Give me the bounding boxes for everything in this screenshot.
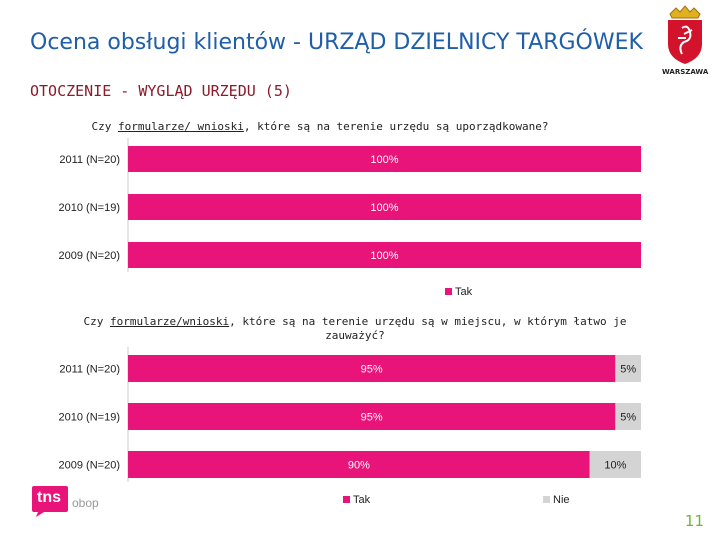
chart-2-bar-nie: [615, 403, 641, 430]
chart-2-data-label: 10%: [604, 460, 626, 472]
chart-1-category-label: 2009 (N=20): [59, 250, 120, 262]
question-1: Czy formularze/ wnioski, które są na ter…: [60, 120, 580, 134]
chart-2-bar-tak: [128, 403, 616, 430]
legend-swatch-tak: [343, 496, 350, 503]
chart-2-bar-nie: [615, 355, 641, 382]
chart-1-bar-tak: [128, 194, 641, 220]
chart-1-category-label: 2011 (N=20): [59, 154, 120, 166]
legend-label-tak: Tak: [353, 494, 371, 506]
question-1-suffix: , które są na terenie urzędu są uporządk…: [243, 120, 549, 133]
question-1-prefix: Czy: [91, 120, 118, 133]
chart-2-data-label: 95%: [361, 364, 383, 376]
chart-1-bar-tak: [128, 146, 641, 172]
page-number: 11: [684, 512, 704, 530]
question-2-prefix: Czy: [83, 315, 110, 328]
legend-swatch-tak: [445, 288, 452, 295]
chart-1-data-label: 100%: [370, 154, 398, 166]
logo-caption: WARSZAWA: [662, 68, 709, 76]
question-2: Czy formularze/wnioski, które są na tere…: [60, 315, 650, 343]
chart-2-data-label: 90%: [348, 460, 370, 472]
legend-swatch-nie: [543, 496, 550, 503]
page-title: Ocena obsługi klientów - URZĄD DZIELNICY…: [30, 30, 643, 55]
chart-1-data-label: 100%: [370, 202, 398, 214]
chart-2-category-label: 2009 (N=20): [59, 460, 120, 472]
chart-2-category-label: 2010 (N=19): [59, 412, 120, 424]
coat-of-arms-icon: [668, 5, 702, 64]
chart-2-data-label: 95%: [361, 412, 383, 424]
tns-obop-logo: tns obop: [30, 484, 150, 518]
question-2-underlined: formularze/wnioski: [109, 315, 230, 328]
chart-2-category-label: 2011 (N=20): [59, 364, 120, 376]
question-2-suffix: , które są na terenie urzędu są w miejsc…: [229, 315, 627, 342]
chart-2-bar-tak: [128, 355, 616, 382]
legend-label-tak: Tak: [455, 286, 473, 298]
chart-2-data-label: 5%: [620, 364, 636, 376]
chart-1-bar-tak: [128, 242, 641, 268]
chart-2-data-label: 5%: [620, 412, 636, 424]
section-subtitle: OTOCZENIE - WYGLĄD URZĘDU (5): [30, 82, 292, 100]
chart-2-bar-tak: [128, 451, 590, 478]
tns-brand: tns: [37, 489, 61, 506]
warszawa-logo: WARSZAWA: [662, 4, 708, 80]
legend-label-nie: Nie: [553, 494, 570, 506]
obop-brand: obop: [72, 496, 99, 510]
chart-1-category-label: 2010 (N=19): [59, 202, 120, 214]
chart-2-bar-nie: [589, 451, 641, 478]
tns-icon: [32, 486, 68, 517]
question-1-underlined: formularze/ wnioski: [118, 120, 244, 133]
chart-1-data-label: 100%: [370, 250, 398, 262]
